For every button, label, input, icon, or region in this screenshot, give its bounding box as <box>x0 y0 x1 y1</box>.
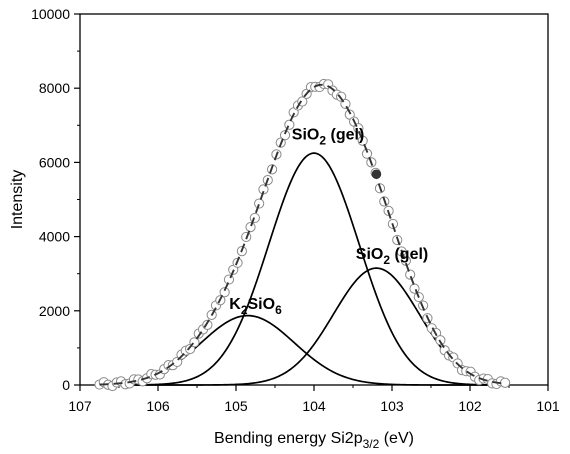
x-tick-label: 102 <box>458 398 482 414</box>
data-point <box>254 198 265 209</box>
ticks <box>74 13 549 391</box>
component-curve <box>99 152 506 386</box>
y-tick-label: 8000 <box>39 80 70 96</box>
envelope-curve <box>99 83 506 386</box>
x-tick-label: 105 <box>224 398 248 414</box>
data-point <box>500 377 511 388</box>
data-point <box>279 130 291 141</box>
plot-frame <box>79 13 549 386</box>
x-tick-label: 101 <box>536 398 560 414</box>
data-point <box>223 274 235 285</box>
plot-area <box>94 78 511 392</box>
x-tick-label: 103 <box>380 398 404 414</box>
y-tick-label: 4000 <box>39 229 70 245</box>
x-tick-label: 107 <box>68 398 92 414</box>
y-axis-label: Intensity <box>9 170 26 230</box>
data-point <box>405 269 416 280</box>
data-point <box>357 135 368 146</box>
data-point <box>219 287 230 298</box>
peak-label: K2SiO6 <box>229 296 282 317</box>
x-axis-label: Bending energy Si2p3/2 (eV) <box>214 430 414 451</box>
data-point <box>245 222 256 233</box>
data-point <box>172 356 183 368</box>
y-tick-label: 10000 <box>31 6 70 22</box>
y-tick-label: 2000 <box>39 303 70 319</box>
peak-label: SiO2 (gel) <box>356 246 428 267</box>
annotations: K2SiO6 SiO2 (gel) SiO2 (gel) <box>229 126 428 317</box>
data-point <box>409 283 420 294</box>
peak-label: SiO2 (gel) <box>292 126 364 147</box>
tick-labels: 107 106 105 104 103 102 101 0 2000 4000 6000 8000 10… <box>31 6 560 414</box>
x-tick-label: 104 <box>302 398 326 414</box>
x-tick-label: 106 <box>146 398 170 414</box>
y-tick-label: 6000 <box>39 154 70 170</box>
axes <box>79 13 549 386</box>
y-tick-label: 0 <box>62 377 70 393</box>
